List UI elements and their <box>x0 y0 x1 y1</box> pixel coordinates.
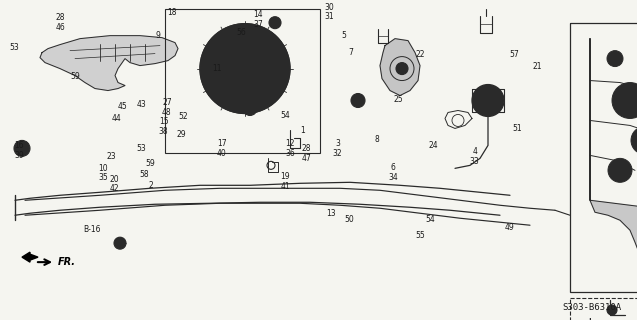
Text: 23: 23 <box>106 152 117 161</box>
Text: 6
34: 6 34 <box>388 163 398 182</box>
Text: 14
37: 14 37 <box>253 10 263 28</box>
Text: 43: 43 <box>136 100 147 109</box>
Text: 58: 58 <box>140 170 150 179</box>
Text: 22: 22 <box>416 50 425 59</box>
Text: 9: 9 <box>155 31 161 40</box>
Circle shape <box>243 101 257 116</box>
Text: 29: 29 <box>176 130 187 139</box>
Text: 11: 11 <box>213 64 222 73</box>
Polygon shape <box>22 252 38 262</box>
Text: 44: 44 <box>111 114 122 123</box>
Circle shape <box>114 237 126 249</box>
Text: 56: 56 <box>236 28 246 37</box>
Text: 51: 51 <box>512 124 522 133</box>
Text: 55: 55 <box>415 231 426 240</box>
Circle shape <box>607 305 617 315</box>
Bar <box>570 298 637 320</box>
Text: 54: 54 <box>425 215 435 224</box>
Text: 28
47: 28 47 <box>301 144 311 163</box>
Circle shape <box>631 126 637 154</box>
Circle shape <box>200 24 290 114</box>
Text: 53: 53 <box>9 43 19 52</box>
Circle shape <box>612 83 637 118</box>
Text: 25: 25 <box>393 95 403 104</box>
Polygon shape <box>40 36 178 91</box>
Circle shape <box>396 63 408 75</box>
Text: 20
42: 20 42 <box>110 175 120 193</box>
Text: 5: 5 <box>341 31 346 40</box>
Text: 45: 45 <box>117 101 127 111</box>
Text: 7: 7 <box>348 48 353 57</box>
Text: 49: 49 <box>505 223 515 232</box>
Text: 3
32: 3 32 <box>333 139 343 157</box>
Text: 13: 13 <box>326 209 336 218</box>
Text: S303-B6310A: S303-B6310A <box>563 303 622 312</box>
Text: 27
48: 27 48 <box>162 98 172 117</box>
Circle shape <box>483 95 493 106</box>
Text: 12
36: 12 36 <box>285 139 295 157</box>
Text: B-16: B-16 <box>83 225 101 234</box>
Text: FR.: FR. <box>58 257 76 267</box>
Text: 28
46: 28 46 <box>55 13 66 32</box>
Text: 59: 59 <box>145 159 155 168</box>
Text: 24: 24 <box>428 140 438 149</box>
Polygon shape <box>590 318 637 320</box>
Text: 21: 21 <box>533 62 541 71</box>
Text: 19
41: 19 41 <box>280 172 290 191</box>
Circle shape <box>608 158 632 182</box>
Circle shape <box>269 17 281 29</box>
Polygon shape <box>380 39 420 95</box>
Circle shape <box>235 59 255 78</box>
Circle shape <box>14 140 30 156</box>
Circle shape <box>351 93 365 108</box>
Polygon shape <box>590 39 637 275</box>
Text: 4
33: 4 33 <box>469 147 480 166</box>
Text: 10
35: 10 35 <box>98 164 108 182</box>
Text: 50: 50 <box>344 215 354 224</box>
Text: 57: 57 <box>510 50 520 59</box>
Text: 15
38: 15 38 <box>159 117 169 136</box>
Text: 8: 8 <box>375 135 380 144</box>
Text: 2: 2 <box>148 181 154 190</box>
Text: 52: 52 <box>178 112 188 121</box>
Text: 53: 53 <box>136 144 147 153</box>
Text: 17
40: 17 40 <box>217 139 227 157</box>
Text: 54: 54 <box>280 110 290 120</box>
Circle shape <box>607 51 623 67</box>
Text: 18: 18 <box>168 8 176 17</box>
Text: 1: 1 <box>300 125 305 134</box>
Text: 59: 59 <box>70 72 80 81</box>
Bar <box>165 9 320 153</box>
Text: 30
31: 30 31 <box>324 3 334 21</box>
Text: 16
39: 16 39 <box>14 141 24 160</box>
Bar <box>570 23 637 292</box>
Circle shape <box>472 84 504 116</box>
